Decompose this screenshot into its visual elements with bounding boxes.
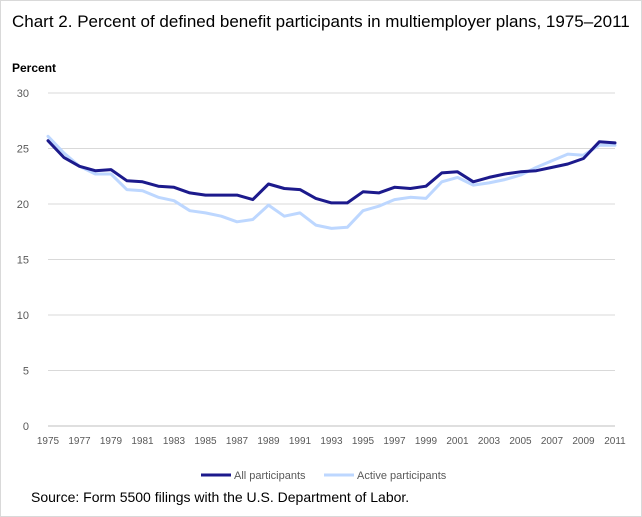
x-tick-label: 2001 bbox=[446, 436, 469, 447]
x-tick-label: 1977 bbox=[68, 436, 91, 447]
legend-label: Active participants bbox=[357, 470, 447, 482]
y-tick-labels: 0 5 10 15 20 25 30 bbox=[17, 88, 29, 433]
legend-label: All participants bbox=[234, 470, 306, 482]
x-tick-label: 1985 bbox=[194, 436, 217, 447]
series-line-all-participants bbox=[46, 139, 617, 205]
y-tick-label: 20 bbox=[17, 199, 29, 211]
series-line-active-participants bbox=[46, 134, 617, 230]
x-tick-label: 1981 bbox=[131, 436, 154, 447]
x-tick-label: 1975 bbox=[37, 436, 60, 447]
x-tick-label: 1997 bbox=[383, 436, 406, 447]
x-tick-labels: 1975 1977 1979 1981 1983 1985 1987 1989 1991 1993… bbox=[37, 436, 626, 447]
x-tick-label: 1979 bbox=[100, 436, 123, 447]
y-tick-label: 0 bbox=[23, 421, 29, 433]
x-tick-label: 1993 bbox=[320, 436, 343, 447]
gridlines bbox=[48, 92, 615, 427]
y-tick-label: 15 bbox=[17, 255, 29, 267]
x-tick-label: 2003 bbox=[478, 436, 501, 447]
y-axis-label: Percent bbox=[12, 61, 57, 75]
x-tick-label: 1999 bbox=[415, 436, 438, 447]
legend: All participants Active participants bbox=[201, 470, 447, 482]
x-tick-label: 1989 bbox=[257, 436, 280, 447]
y-tick-label: 25 bbox=[17, 144, 29, 156]
x-tick-label: 2005 bbox=[509, 436, 532, 447]
x-tick-label: 1983 bbox=[163, 436, 186, 447]
x-tick-label: 2009 bbox=[572, 436, 595, 447]
series-lines bbox=[46, 134, 617, 230]
y-tick-label: 10 bbox=[17, 310, 29, 322]
x-tick-label: 1995 bbox=[352, 436, 375, 447]
x-tick-label: 2011 bbox=[604, 436, 626, 447]
chart-title: Chart 2. Percent of defined benefit part… bbox=[12, 12, 630, 31]
x-tick-label: 1987 bbox=[226, 436, 249, 447]
source-note: Source: Form 5500 filings with the U.S. … bbox=[31, 489, 410, 505]
y-tick-label: 5 bbox=[23, 366, 29, 378]
y-tick-label: 30 bbox=[17, 88, 29, 100]
x-tick-label: 2007 bbox=[541, 436, 564, 447]
x-tick-label: 1991 bbox=[289, 436, 312, 447]
